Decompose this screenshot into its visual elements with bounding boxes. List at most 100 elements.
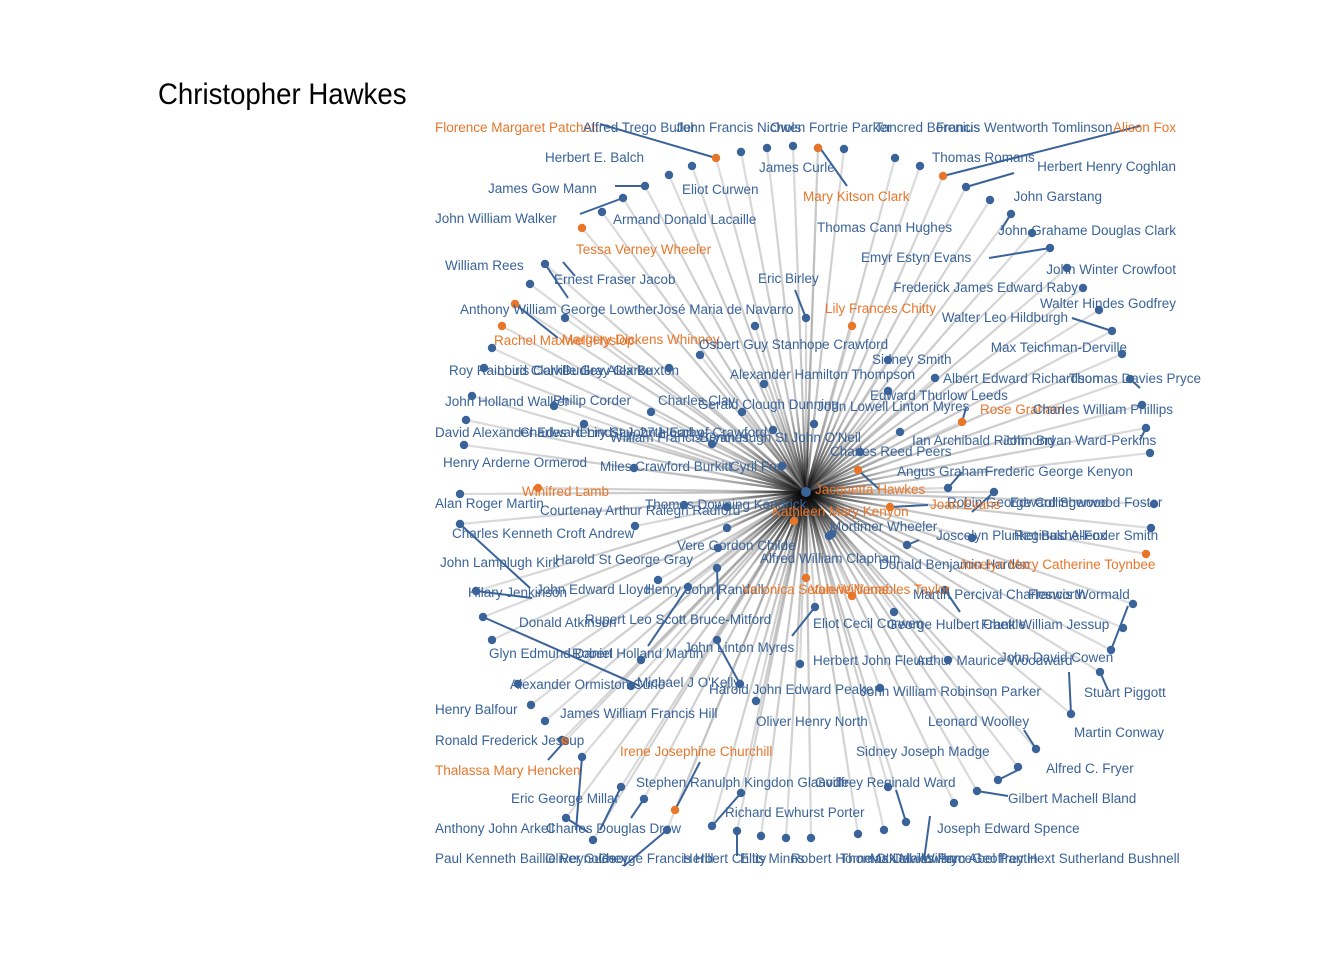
node-label: Ian Archibald Richmond: [912, 433, 1055, 448]
node-dot: [1066, 709, 1076, 719]
node-label: Walter Leo Hildburgh: [942, 310, 1068, 325]
node-dot: [751, 696, 761, 706]
node-dot: [809, 419, 819, 429]
edge: [805, 491, 955, 804]
leader-line: [711, 792, 742, 827]
node-label: John William Robinson Parker: [860, 684, 1041, 699]
node-label: Joan Evans: [930, 497, 1001, 512]
edge: [804, 147, 820, 493]
edge: [482, 490, 807, 619]
edge: [805, 431, 901, 493]
edge: [805, 451, 861, 493]
node-dot: [827, 529, 837, 539]
edge: [514, 303, 807, 493]
leader-line: [565, 817, 589, 833]
node-dot: [712, 635, 722, 645]
node-label: William Abel Pantin: [922, 851, 1038, 866]
edge: [475, 490, 807, 593]
edge: [805, 247, 1051, 493]
leader-line: [562, 261, 576, 277]
node-dot: [664, 170, 674, 180]
node-label: Herbert John Fleure: [813, 653, 933, 668]
node-dot: [949, 798, 959, 808]
node-label: Godfrey Reginald Ward: [815, 775, 956, 790]
node-label: John William Walker: [435, 211, 557, 226]
node-dot: [1137, 400, 1147, 410]
node-label: Philip Corder: [553, 393, 632, 408]
node-dot: [670, 805, 680, 815]
edge: [805, 491, 978, 792]
node-label: Anthony John Arkell: [435, 821, 554, 836]
node-dot: [938, 171, 948, 181]
node-dot: [712, 563, 722, 573]
edge: [759, 491, 808, 837]
node-label: Eliot Curwen: [682, 182, 759, 197]
node-label: David Alexander Edward Lindsay, 27th Ear…: [435, 425, 767, 440]
leader-line: [575, 756, 583, 831]
node-label: Richard Ewhurst Porter: [725, 805, 865, 820]
node-label: Joseph Edward Spence: [937, 821, 1080, 836]
node-dot: [513, 679, 523, 689]
edge: [667, 174, 808, 493]
edge: [791, 145, 808, 493]
node-label: Arthur Maurice Woodward: [916, 653, 1073, 668]
node-dot: [989, 487, 999, 497]
node-label: Charles Clay: [658, 393, 736, 408]
node-label: Louis Colville Gray Clarke: [497, 363, 652, 378]
edge: [781, 465, 807, 493]
node-label: John Grahame Douglas Clark: [998, 223, 1176, 238]
node-dot: [1146, 523, 1156, 533]
edge: [483, 366, 807, 494]
node-dot: [1045, 243, 1055, 253]
node-label: Francis Wormald: [1028, 587, 1130, 602]
node-dot: [533, 483, 543, 493]
edge: [465, 418, 807, 494]
edge: [805, 359, 889, 493]
node-dot: [1027, 228, 1037, 238]
node-label: John David Cowen: [1000, 650, 1113, 665]
node-label: Alexander Hamilton Thompson: [730, 367, 915, 382]
leader-line: [599, 786, 622, 831]
node-dot: [889, 607, 899, 617]
edge: [710, 491, 808, 827]
leader-line: [544, 263, 569, 299]
node-dot: [756, 831, 766, 841]
node-label: Max Mallowan: [870, 851, 956, 866]
node-label: Courtenay Arthur Ralegh Radford: [540, 503, 740, 518]
node-dot: [853, 829, 863, 839]
node-label: Max Teichman-Derville: [991, 340, 1127, 355]
node-layer: [455, 141, 1159, 845]
node-dot: [875, 683, 885, 693]
edge: [805, 468, 859, 494]
node-label: Charles Kenneth Croft Andrew: [452, 526, 635, 541]
node-label: Jacquetta Hawkes: [815, 482, 926, 497]
edge: [804, 175, 945, 493]
node-dot: [577, 223, 587, 233]
edge: [805, 490, 1134, 606]
leader-line: [623, 829, 668, 867]
node-label: Edward Sherwood Foster: [1010, 495, 1163, 510]
edge: [459, 490, 807, 526]
node-dot: [687, 161, 697, 171]
node-label: James Gow Mann: [488, 181, 597, 196]
node-dot: [879, 825, 889, 835]
edge: [805, 491, 1037, 750]
edge: [501, 325, 807, 493]
node-label: Veronica Seton-Williams: [742, 582, 889, 597]
node-label: Reginald Allender Smith: [1014, 528, 1158, 543]
edge: [805, 491, 999, 781]
node-label: Gilbert Machell Bland: [1008, 791, 1136, 806]
node-dot: [993, 775, 1003, 785]
node-dot: [626, 681, 636, 691]
leader-line: [944, 589, 961, 613]
node-label: Alan Roger Martin: [435, 496, 544, 511]
node-label: Charles William Phillips: [1033, 402, 1174, 417]
node-label: John Edward Lloyd: [536, 582, 651, 597]
node-label: Frank William Jessup: [981, 617, 1109, 632]
node-label: Alfred C. Fryer: [1046, 761, 1134, 776]
node-label: Thomas Cann Hughes: [817, 220, 952, 235]
node-label: Cyril Fox: [730, 459, 783, 474]
node-label: Albert Edward Richardson: [943, 371, 1100, 386]
edge: [643, 491, 807, 800]
node-label: Glyn Edmund Daniel: [489, 646, 613, 661]
